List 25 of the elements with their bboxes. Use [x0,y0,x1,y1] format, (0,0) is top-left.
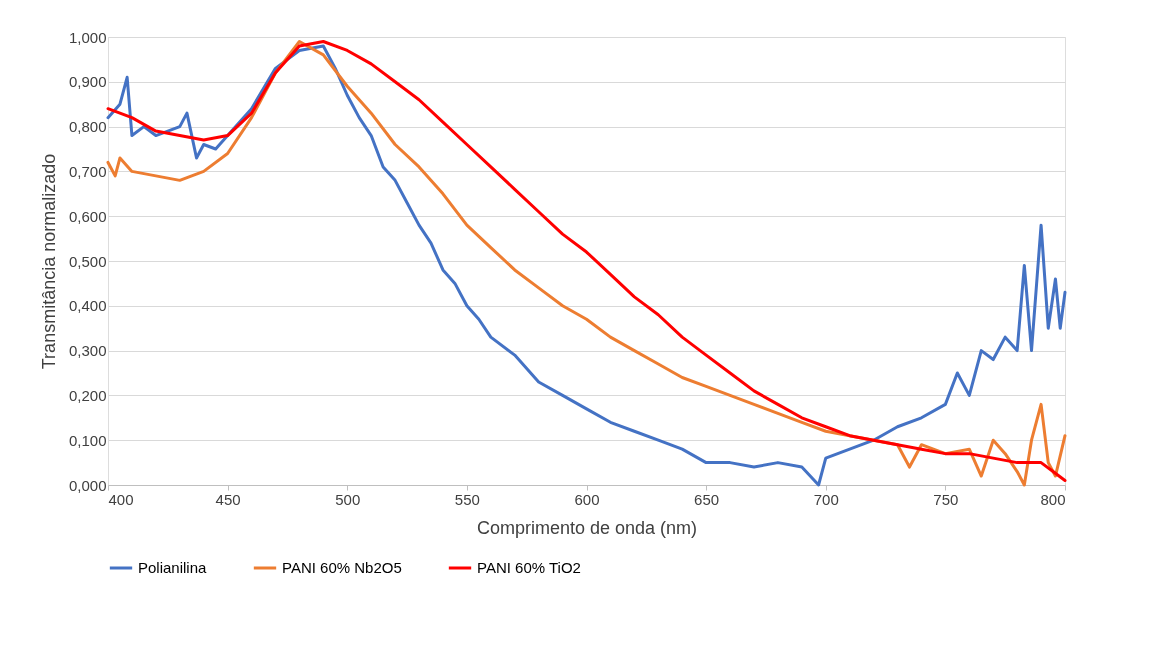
y-axis-title: Transmitância normalizado [38,153,59,370]
y-tick-label: 0,600 [68,207,107,225]
y-tick-label: 0,900 [68,73,107,91]
legend-label: Polianilina [138,559,208,576]
x-tick-label: 750 [933,490,959,508]
x-tick-label: 650 [694,490,720,508]
y-tick-label: 0,000 [68,476,107,494]
x-tick-label: 500 [335,490,361,508]
y-tick-label: 0,800 [68,118,107,136]
x-tick-label: 800 [1040,490,1066,508]
y-tick-label: 0,100 [68,431,107,449]
x-tick-label: 450 [215,490,241,508]
y-tick-label: 0,500 [68,252,107,270]
y-tick-label: 0,400 [68,297,107,315]
x-tick-label: 600 [574,490,600,508]
x-axis-title: Comprimento de onda (nm) [476,517,698,538]
y-tick-label: 1,000 [68,28,107,46]
x-tick-label: 550 [454,490,480,508]
legend-label: PANI 60% Nb2O5 [282,559,402,576]
y-tick-label: 0,700 [68,162,107,180]
x-tick-label: 400 [108,490,134,508]
legend-label: PANI 60% TiO2 [477,559,581,576]
y-tick-label: 0,200 [68,386,107,404]
y-tick-label: 0,300 [68,342,107,360]
x-tick-label: 700 [813,490,839,508]
